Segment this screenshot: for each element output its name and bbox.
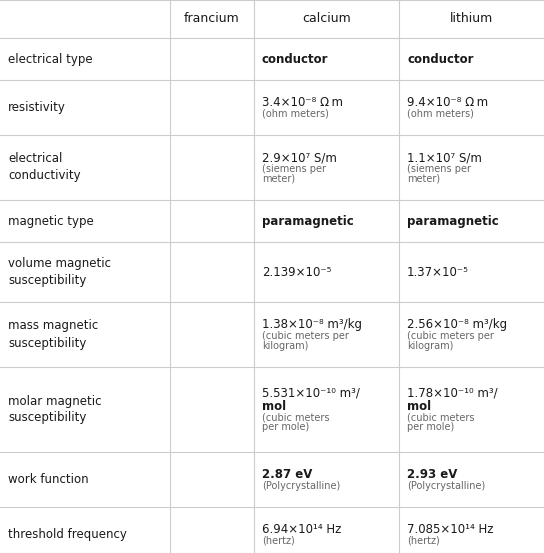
Text: 1.78×10⁻¹⁰ m³/: 1.78×10⁻¹⁰ m³/ xyxy=(407,387,498,400)
Text: (hertz): (hertz) xyxy=(262,536,295,546)
Text: meter): meter) xyxy=(407,174,440,184)
Text: volume magnetic
susceptibility: volume magnetic susceptibility xyxy=(8,257,111,287)
Text: (ohm meters): (ohm meters) xyxy=(262,109,329,119)
Text: (siemens per: (siemens per xyxy=(407,164,471,174)
Text: kilogram): kilogram) xyxy=(407,341,453,351)
Text: (cubic meters: (cubic meters xyxy=(262,413,330,422)
Text: (cubic meters per: (cubic meters per xyxy=(407,331,494,341)
Text: threshold frequency: threshold frequency xyxy=(8,528,127,541)
Text: 1.37×10⁻⁵: 1.37×10⁻⁵ xyxy=(407,265,469,279)
Text: (Polycrystalline): (Polycrystalline) xyxy=(407,481,485,491)
Text: magnetic type: magnetic type xyxy=(8,215,94,227)
Text: 1.1×10⁷ S/m: 1.1×10⁷ S/m xyxy=(407,152,482,164)
Text: 1.38×10⁻⁸ m³/kg: 1.38×10⁻⁸ m³/kg xyxy=(262,319,362,331)
Text: per mole): per mole) xyxy=(407,422,454,432)
Text: 5.531×10⁻¹⁰ m³/: 5.531×10⁻¹⁰ m³/ xyxy=(262,387,360,400)
Text: 2.56×10⁻⁸ m³/kg: 2.56×10⁻⁸ m³/kg xyxy=(407,319,507,331)
Text: electrical type: electrical type xyxy=(8,53,92,65)
Text: kilogram): kilogram) xyxy=(262,341,308,351)
Text: (cubic meters: (cubic meters xyxy=(407,413,474,422)
Text: meter): meter) xyxy=(262,174,295,184)
Text: paramagnetic: paramagnetic xyxy=(407,215,499,228)
Text: mol: mol xyxy=(262,400,286,413)
Text: mol: mol xyxy=(407,400,431,413)
Text: conductor: conductor xyxy=(262,53,329,66)
Text: 2.139×10⁻⁵: 2.139×10⁻⁵ xyxy=(262,265,331,279)
Text: (cubic meters per: (cubic meters per xyxy=(262,331,349,341)
Text: francium: francium xyxy=(184,13,240,25)
Text: 3.4×10⁻⁸ Ω m: 3.4×10⁻⁸ Ω m xyxy=(262,96,343,109)
Text: 9.4×10⁻⁸ Ω m: 9.4×10⁻⁸ Ω m xyxy=(407,96,488,109)
Text: electrical
conductivity: electrical conductivity xyxy=(8,153,81,182)
Text: 6.94×10¹⁴ Hz: 6.94×10¹⁴ Hz xyxy=(262,523,342,536)
Text: 7.085×10¹⁴ Hz: 7.085×10¹⁴ Hz xyxy=(407,523,493,536)
Text: (hertz): (hertz) xyxy=(407,536,440,546)
Text: conductor: conductor xyxy=(407,53,473,66)
Text: (ohm meters): (ohm meters) xyxy=(407,109,474,119)
Text: paramagnetic: paramagnetic xyxy=(262,215,354,228)
Text: resistivity: resistivity xyxy=(8,101,66,114)
Text: (Polycrystalline): (Polycrystalline) xyxy=(262,481,340,491)
Text: 2.93 eV: 2.93 eV xyxy=(407,468,458,481)
Text: lithium: lithium xyxy=(450,13,493,25)
Text: 2.87 eV: 2.87 eV xyxy=(262,468,312,481)
Text: calcium: calcium xyxy=(302,13,351,25)
Text: molar magnetic
susceptibility: molar magnetic susceptibility xyxy=(8,394,102,425)
Text: work function: work function xyxy=(8,473,89,486)
Text: mass magnetic
susceptibility: mass magnetic susceptibility xyxy=(8,320,98,349)
Text: per mole): per mole) xyxy=(262,422,309,432)
Text: (siemens per: (siemens per xyxy=(262,164,326,174)
Text: 2.9×10⁷ S/m: 2.9×10⁷ S/m xyxy=(262,152,337,164)
